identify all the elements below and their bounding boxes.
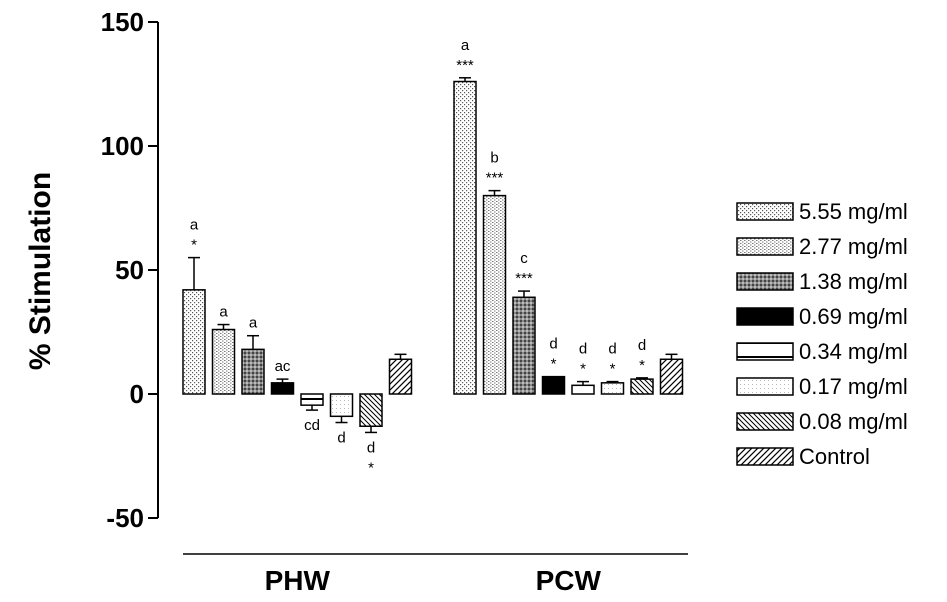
legend-label: 0.08 mg/ml xyxy=(799,409,908,434)
y-tick-label: 100 xyxy=(101,131,144,161)
bar xyxy=(600,382,625,395)
bar xyxy=(211,328,236,395)
bar xyxy=(453,80,477,395)
bar xyxy=(182,289,206,395)
y-tick-label: -50 xyxy=(106,503,144,533)
significance-label: d xyxy=(367,439,375,456)
legend-swatch xyxy=(736,307,794,326)
bar xyxy=(659,358,684,395)
legend-label: Control xyxy=(799,444,870,469)
legend-swatch xyxy=(736,342,794,361)
bar xyxy=(541,375,566,395)
significance-label: * xyxy=(610,361,616,378)
legend-swatch xyxy=(736,412,794,431)
significance-label: a xyxy=(249,315,258,332)
bar xyxy=(512,296,536,395)
bar xyxy=(482,194,507,395)
legend-swatch xyxy=(736,202,794,221)
y-axis-title: % Stimulation xyxy=(24,172,57,370)
legend-label: 5.55 mg/ml xyxy=(799,199,908,224)
significance-label: * xyxy=(368,459,374,476)
legend-swatch xyxy=(736,377,794,396)
significance-label: a xyxy=(461,37,470,54)
legend-label: 0.17 mg/ml xyxy=(799,374,908,399)
significance-label: * xyxy=(191,237,197,254)
bar xyxy=(571,384,595,395)
category-label: PCW xyxy=(536,565,602,596)
significance-label: d xyxy=(638,337,646,354)
y-tick-label: 50 xyxy=(115,255,144,285)
significance-label: d xyxy=(579,341,587,358)
bar xyxy=(329,393,354,418)
significance-label: c xyxy=(520,250,528,267)
category-label: PHW xyxy=(265,565,331,596)
significance-label: d xyxy=(608,341,616,358)
legend-label: 0.34 mg/ml xyxy=(799,339,908,364)
significance-label: * xyxy=(580,361,586,378)
significance-label: cd xyxy=(304,417,320,434)
bar xyxy=(630,378,654,395)
significance-label: d xyxy=(549,336,557,353)
significance-label: b xyxy=(490,150,498,167)
significance-label: a xyxy=(219,304,228,321)
y-tick-label: 150 xyxy=(101,7,144,37)
significance-label: a xyxy=(190,217,199,234)
legend-label: 2.77 mg/ml xyxy=(799,234,908,259)
y-tick-label: 0 xyxy=(130,379,144,409)
legend-swatch xyxy=(736,447,794,466)
bar xyxy=(300,393,324,406)
bar xyxy=(270,382,295,395)
bar xyxy=(241,348,265,395)
significance-label: ac xyxy=(275,358,291,375)
legend-swatch xyxy=(736,237,794,256)
significance-label: *** xyxy=(486,170,504,187)
legend-label: 0.69 mg/ml xyxy=(799,304,908,329)
significance-label: *** xyxy=(456,57,474,74)
legend-swatch xyxy=(736,272,794,291)
legend-label: 1.38 mg/ml xyxy=(799,269,908,294)
significance-label: * xyxy=(639,357,645,374)
significance-label: * xyxy=(551,356,557,373)
significance-label: d xyxy=(337,430,345,447)
bar xyxy=(359,393,383,427)
significance-label: *** xyxy=(515,270,533,287)
bar xyxy=(388,358,413,395)
